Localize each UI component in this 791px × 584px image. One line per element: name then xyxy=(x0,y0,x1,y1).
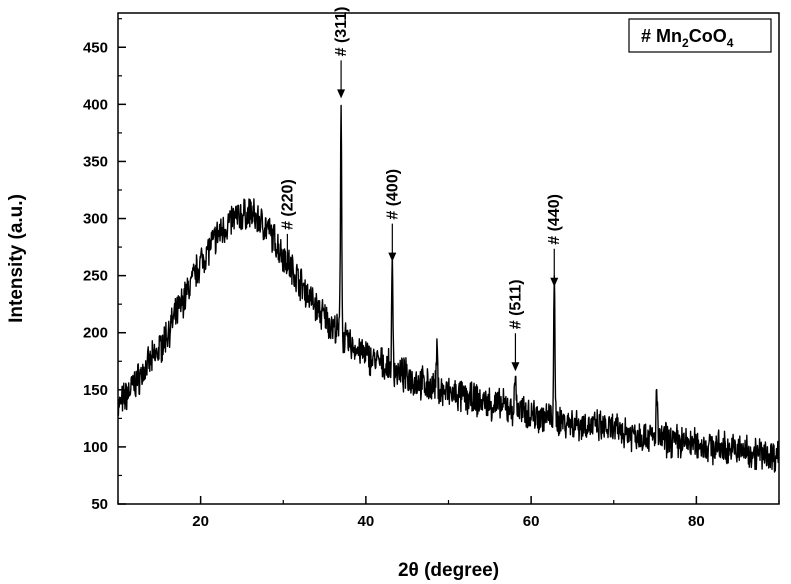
annotation-label: # (400) xyxy=(384,169,401,220)
y-tick-label: 150 xyxy=(83,382,108,399)
peak-annotation: # (220) xyxy=(279,179,296,272)
legend: # Mn2CoO4 xyxy=(628,18,772,53)
annotation-label: # (220) xyxy=(279,179,296,230)
annotation-arrow-head xyxy=(337,89,346,99)
x-tick-label: 40 xyxy=(358,513,375,530)
legend-prefix: # xyxy=(641,26,656,46)
legend-formula-text: CoO xyxy=(689,26,727,46)
annotation-label: # (311) xyxy=(333,7,350,57)
annotation-arrow-head xyxy=(511,362,520,372)
legend-subscript: 2 xyxy=(682,36,689,50)
y-tick-label: 200 xyxy=(83,325,108,342)
y-tick-label: 400 xyxy=(83,96,108,113)
annotation-arrow-head xyxy=(388,252,397,262)
annotation-label: # (440) xyxy=(546,194,563,245)
plot-frame xyxy=(117,12,780,505)
xrd-trace xyxy=(117,104,780,473)
y-tick-label: 450 xyxy=(83,39,108,56)
y-tick-label: 100 xyxy=(83,439,108,456)
legend-subscript: 4 xyxy=(727,36,734,50)
peak-annotation: # (440) xyxy=(546,194,563,287)
x-tick-label: 20 xyxy=(192,513,209,530)
annotation-arrow-head xyxy=(283,262,292,272)
y-tick-label: 50 xyxy=(91,496,108,513)
y-tick-label: 250 xyxy=(83,268,108,285)
peak-annotation: # (511) xyxy=(507,279,524,372)
legend-label: # Mn2CoO4 xyxy=(641,26,734,50)
x-tick-label: 80 xyxy=(688,513,705,530)
x-tick-label: 60 xyxy=(523,513,540,530)
peak-annotation: # (311) xyxy=(333,7,350,99)
xrd-pattern xyxy=(117,104,780,473)
annotation-arrow-head xyxy=(550,277,559,287)
axis-ticks: 20 40 60 80 50 100 150 200 250 300 350 400 450 xyxy=(83,18,780,530)
y-tick-label: 350 xyxy=(83,153,108,170)
legend-frame xyxy=(628,18,772,53)
peak-annotations: # (220) # (311) # (400) # (511) # (440) xyxy=(279,7,563,372)
y-tick-label: 300 xyxy=(83,211,108,228)
y-axis-title: Intensity (a.u.) xyxy=(6,194,27,323)
peak-annotation: # (400) xyxy=(384,169,401,262)
x-axis-title: 2θ (degree) xyxy=(398,560,499,581)
annotation-label: # (511) xyxy=(507,279,524,329)
legend-formula-text: Mn xyxy=(656,26,682,46)
